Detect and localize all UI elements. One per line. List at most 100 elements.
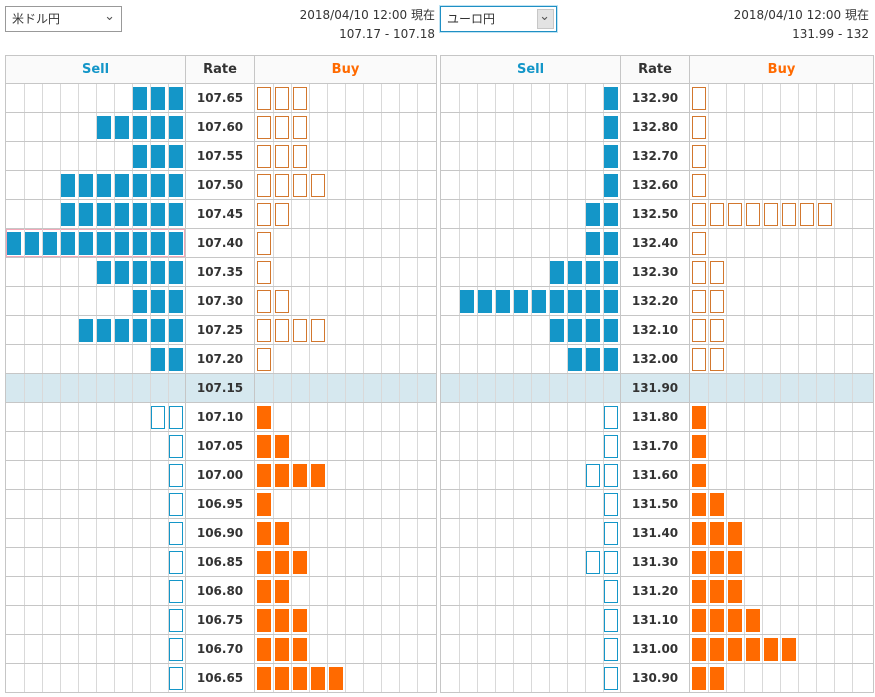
- grid-line: [327, 664, 328, 692]
- grid-line: [585, 606, 586, 634]
- grid-line: [114, 664, 115, 692]
- buy-stop-block: [257, 203, 271, 226]
- grid-line: [708, 635, 709, 663]
- rate-cell: 106.75: [185, 605, 255, 635]
- sell-order-block: [586, 232, 600, 255]
- grid-line: [459, 490, 460, 518]
- sell-stop-block: [604, 609, 618, 632]
- sell-cell: [5, 373, 186, 403]
- sell-cell: [440, 83, 621, 113]
- buy-order-block: [710, 638, 724, 661]
- grid-line: [273, 316, 274, 344]
- grid-line: [273, 345, 274, 373]
- buy-slots: [690, 113, 873, 141]
- buy-order-block: [782, 638, 796, 661]
- grid-line: [60, 548, 61, 576]
- grid-line: [381, 432, 382, 460]
- sell-order-block: [151, 145, 165, 168]
- grid-line: [363, 345, 364, 373]
- order-row: 107.25: [5, 315, 437, 345]
- sell-order-block: [79, 174, 93, 197]
- grid-line: [96, 113, 97, 141]
- grid-line: [78, 548, 79, 576]
- buy-slots: [255, 316, 436, 344]
- buy-slots: [690, 345, 873, 373]
- grid-line: [603, 577, 604, 605]
- grid-line: [495, 461, 496, 489]
- grid-line: [603, 548, 604, 576]
- grid-line: [531, 142, 532, 170]
- grid-line: [549, 258, 550, 286]
- buy-stop-block: [275, 87, 289, 110]
- grid-line: [363, 548, 364, 576]
- sell-cell: [5, 112, 186, 142]
- grid-line: [168, 287, 169, 315]
- sell-order-block: [604, 319, 618, 342]
- grid-line: [708, 142, 709, 170]
- grid-line: [24, 229, 25, 257]
- grid-line: [495, 142, 496, 170]
- buy-slots: [690, 519, 873, 547]
- grid-line: [762, 84, 763, 112]
- grid-line: [531, 664, 532, 692]
- sell-cell: [440, 315, 621, 345]
- grid-line: [513, 229, 514, 257]
- order-row: 131.40: [440, 518, 874, 548]
- grid-line: [798, 432, 799, 460]
- grid-line: [585, 316, 586, 344]
- grid-line: [549, 374, 550, 402]
- bid-ask-quote: 131.99 - 132: [792, 27, 869, 41]
- currency-pair-select[interactable]: 米ドル円 ⌄: [5, 6, 122, 32]
- buy-cell: [689, 83, 874, 113]
- sell-order-block: [586, 203, 600, 226]
- sell-order-block: [97, 203, 111, 226]
- grid-line: [834, 664, 835, 692]
- grid-line: [132, 635, 133, 663]
- order-row: 107.40: [5, 228, 437, 258]
- grid-line: [363, 432, 364, 460]
- grid-line: [327, 258, 328, 286]
- rate-cell: 106.95: [185, 489, 255, 519]
- grid-line: [549, 113, 550, 141]
- grid-line: [585, 84, 586, 112]
- grid-line: [495, 229, 496, 257]
- grid-line: [327, 606, 328, 634]
- grid-line: [567, 229, 568, 257]
- grid-line: [417, 432, 418, 460]
- grid-line: [744, 635, 745, 663]
- grid-line: [114, 113, 115, 141]
- buy-cell: [689, 286, 874, 316]
- grid-line: [708, 606, 709, 634]
- grid-line: [708, 461, 709, 489]
- grid-line: [291, 490, 292, 518]
- grid-line: [417, 664, 418, 692]
- grid-line: [96, 577, 97, 605]
- buy-order-block: [257, 667, 271, 690]
- grid-line: [513, 316, 514, 344]
- buy-order-block: [293, 609, 307, 632]
- sell-order-block: [151, 203, 165, 226]
- buy-cell: [254, 199, 437, 229]
- sell-order-block: [604, 348, 618, 371]
- grid-line: [42, 171, 43, 199]
- grid-line: [459, 84, 460, 112]
- grid-line: [513, 84, 514, 112]
- buy-order-block: [692, 493, 706, 516]
- grid-line: [816, 490, 817, 518]
- grid-line: [726, 229, 727, 257]
- grid-line: [78, 142, 79, 170]
- currency-pair-select[interactable]: ユーロ円 ⌄: [440, 6, 557, 32]
- order-row: 132.70: [440, 141, 874, 171]
- grid-line: [708, 316, 709, 344]
- dropdown-button[interactable]: [537, 9, 554, 29]
- sell-order-block: [133, 319, 147, 342]
- buy-cell: [254, 286, 437, 316]
- grid-line: [816, 345, 817, 373]
- grid-line: [399, 287, 400, 315]
- sell-slots: [6, 577, 185, 605]
- sell-slots: [441, 200, 620, 228]
- sell-order-block: [586, 348, 600, 371]
- sell-order-block: [604, 87, 618, 110]
- grid-line: [24, 403, 25, 431]
- grid-line: [477, 519, 478, 547]
